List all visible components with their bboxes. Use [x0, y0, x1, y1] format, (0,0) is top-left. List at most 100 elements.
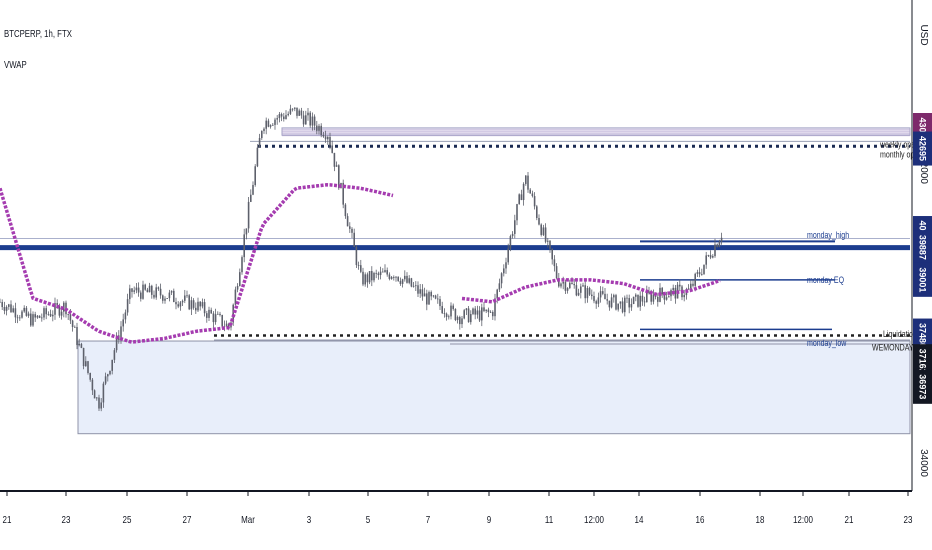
candle-body — [406, 275, 408, 283]
candle-body — [27, 313, 30, 316]
candle-body — [170, 290, 173, 293]
price-badges[interactable]: 4309242695402793988739001374803716236973 — [913, 113, 932, 404]
candle-body — [324, 136, 327, 140]
candle-body — [621, 301, 624, 313]
candle-body — [173, 290, 175, 303]
candle-body — [366, 274, 369, 283]
candle-body — [12, 308, 14, 313]
candle-body — [298, 110, 300, 116]
candle-body — [355, 246, 358, 266]
candle-body — [395, 276, 397, 278]
candle-body — [181, 300, 184, 303]
x-tick-label: 23 — [62, 514, 71, 525]
candle-body — [78, 343, 80, 346]
candle-body — [496, 289, 498, 299]
candle-body — [382, 271, 384, 273]
candle-body — [628, 298, 630, 308]
candle-body — [34, 314, 36, 318]
candle-body — [584, 285, 586, 299]
candle-body — [542, 227, 545, 235]
candle-body — [5, 306, 8, 311]
x-tick-label: 7 — [426, 514, 430, 525]
candle-body — [373, 272, 375, 281]
candle-body — [615, 295, 617, 310]
price-badge[interactable]: 39887 — [913, 230, 932, 265]
candle-body — [439, 299, 441, 307]
candle-body — [661, 287, 663, 295]
candle-body — [470, 314, 472, 323]
candle-body — [434, 295, 437, 299]
candle-body — [3, 307, 6, 311]
range-layer — [77, 340, 911, 435]
candle-body — [203, 302, 206, 314]
price-badge[interactable]: 42695 — [913, 131, 932, 166]
candle-body — [338, 165, 340, 189]
candle-body — [553, 259, 556, 267]
candle-body — [540, 224, 542, 235]
x-tick-label: 21 — [3, 514, 12, 525]
candle-body — [516, 204, 518, 221]
candle-body — [397, 276, 399, 281]
candle-body — [155, 287, 157, 298]
candle-body — [624, 297, 626, 313]
price-badge[interactable]: 39001 — [913, 262, 932, 297]
candle-body — [10, 304, 12, 313]
candle-body — [74, 326, 76, 328]
price-badge[interactable]: 37162 — [913, 344, 932, 379]
candle-body — [371, 271, 373, 281]
candle-body — [582, 285, 584, 287]
candle-body — [608, 300, 611, 308]
chart-symbol-title: BTCPERP, 1h, FTX — [4, 29, 72, 40]
candle-body — [120, 326, 122, 340]
candle-body — [463, 310, 465, 319]
candle-body — [335, 165, 338, 167]
price-badge[interactable]: 36973 — [913, 369, 932, 404]
candle-body — [225, 323, 228, 327]
x-tick-label: 9 — [487, 514, 491, 525]
price-badge-label: 39001 — [918, 267, 928, 292]
candle-body — [643, 301, 646, 303]
x-tick-label: 23 — [904, 514, 913, 525]
candle-body — [404, 275, 406, 280]
candle-body — [571, 282, 573, 284]
level-weekly-high-band — [281, 127, 911, 136]
candle-body — [221, 315, 223, 327]
candle-body — [1, 301, 3, 308]
candle-body — [0, 301, 1, 303]
candle-body — [243, 234, 245, 258]
candle-body — [674, 287, 677, 299]
candle-body — [287, 113, 289, 116]
currency-label: USD — [918, 24, 929, 45]
price-badge-bg — [913, 344, 932, 379]
candle-body — [509, 236, 512, 249]
candle-body — [487, 309, 490, 313]
price-badge-bg — [913, 131, 932, 166]
candle-body — [236, 285, 239, 290]
candle-body — [60, 311, 63, 316]
price-badge[interactable]: 37480 — [913, 318, 932, 353]
candle-body — [597, 297, 600, 304]
candle-body — [476, 310, 479, 315]
candle-body — [98, 397, 100, 409]
candle-body — [87, 361, 89, 373]
candle-body — [104, 376, 107, 384]
candle-body — [109, 370, 111, 375]
candle-body — [19, 317, 21, 319]
candle-body — [485, 309, 487, 312]
candle-body — [714, 244, 716, 257]
price-badge-label: 36973 — [918, 374, 928, 399]
candle-body — [426, 293, 428, 305]
candle-body — [368, 271, 371, 283]
candle-body — [672, 287, 674, 291]
candle-body — [272, 124, 274, 126]
candle-body — [520, 194, 523, 201]
candle-body — [217, 313, 219, 315]
candle-body — [164, 298, 166, 301]
candle-body — [500, 273, 503, 284]
price-badge-label: 42695 — [918, 136, 928, 161]
candle-body — [443, 313, 446, 314]
candle-body — [668, 296, 670, 298]
candle-body — [188, 295, 190, 310]
candle-body — [52, 314, 54, 317]
